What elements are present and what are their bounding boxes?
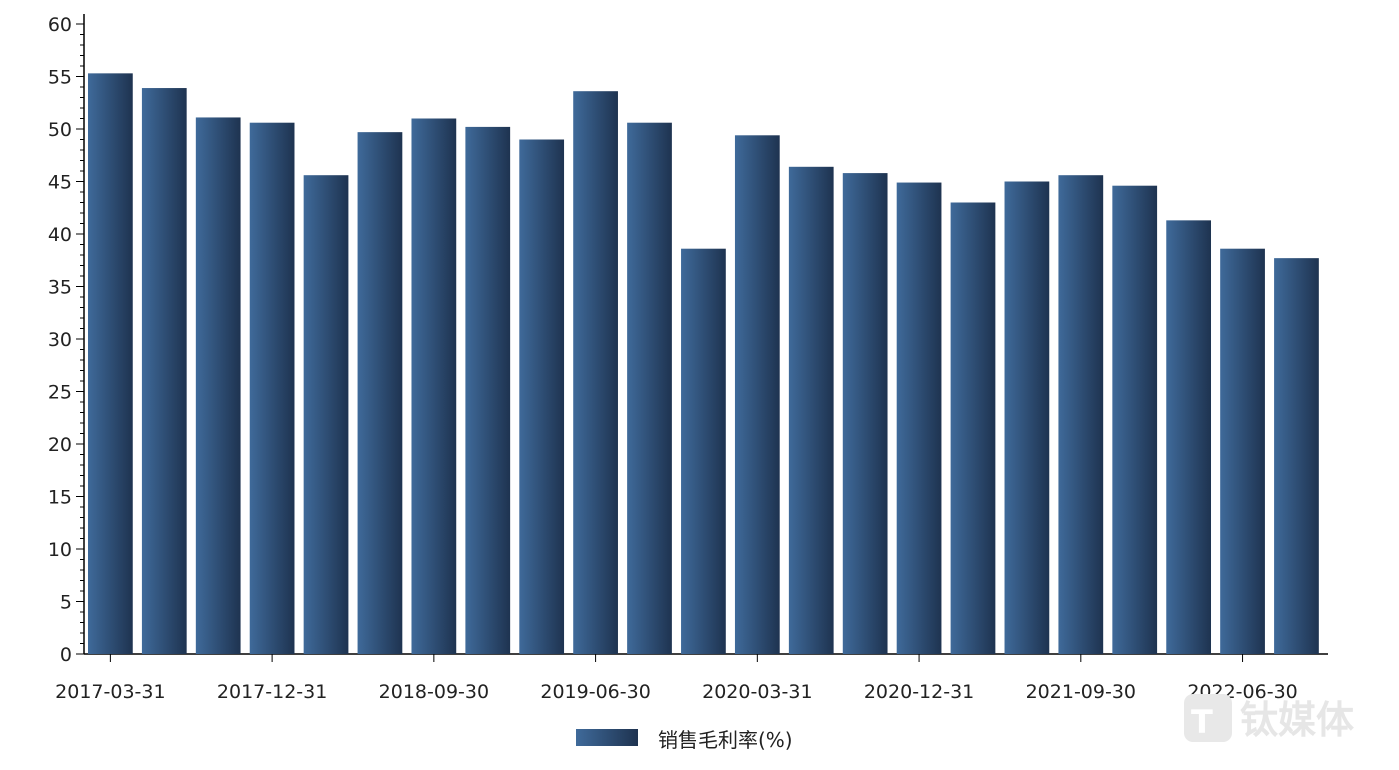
x-tick-label: 2018-09-30 [379,681,489,703]
y-tick-label: 60 [48,14,72,36]
bar [195,117,241,654]
legend: 销售毛利率(%) [576,728,793,752]
bar [734,135,780,655]
y-tick-label: 45 [48,172,72,194]
bar [950,202,996,654]
y-tick-label: 30 [48,329,72,351]
legend-label: 销售毛利率(%) [658,728,793,752]
y-tick-label: 0 [60,644,72,666]
y-tick-label: 5 [60,592,72,614]
watermark-text: 钛媒体 [1240,698,1354,742]
bar [249,122,295,654]
bar [842,173,888,654]
x-tick-label: 2020-03-31 [702,681,812,703]
x-tick-label: 2017-03-31 [55,681,165,703]
bar [1058,175,1104,654]
bar [1220,248,1265,654]
bar [896,182,942,655]
bar [681,248,726,654]
tmt-logo-glyph: T [1191,703,1213,741]
x-axis: 2017-03-31 2017-12-31 2018-09-30 2019-06-30… [55,653,1328,703]
legend-swatch [576,729,638,746]
bar [627,122,672,654]
bar [788,166,834,655]
x-tick-label: 2020-12-31 [864,681,974,703]
bar [1274,258,1319,654]
bar [303,175,349,654]
tmt-logo-icon [1184,694,1232,742]
watermark: T 钛媒体 [1184,694,1354,742]
x-tick-label: 2021-09-30 [1026,681,1136,703]
y-tick-label: 40 [48,224,72,246]
y-tick-label: 25 [48,382,72,404]
y-tick-label: 55 [48,67,72,89]
bar [573,91,618,654]
y-tick-label: 15 [48,487,72,509]
x-tick-label: 2019-06-30 [540,681,650,703]
bar [141,88,187,655]
bar [1112,185,1158,654]
bar [1004,181,1050,654]
y-tick-label: 10 [48,539,72,561]
bar-series [88,73,1319,655]
bar [1166,220,1212,654]
y-tick-label: 35 [48,277,72,299]
y-tick-label: 20 [48,434,72,456]
x-tick-label: 2017-12-31 [217,681,327,703]
y-tick-label: 50 [48,119,72,141]
bar [519,139,565,654]
bar [411,118,457,654]
y-axis: 0 5 10 15 20 25 30 35 40 45 50 55 60 [48,14,85,666]
bar [357,132,403,654]
bar [88,73,133,655]
bar [465,126,511,654]
